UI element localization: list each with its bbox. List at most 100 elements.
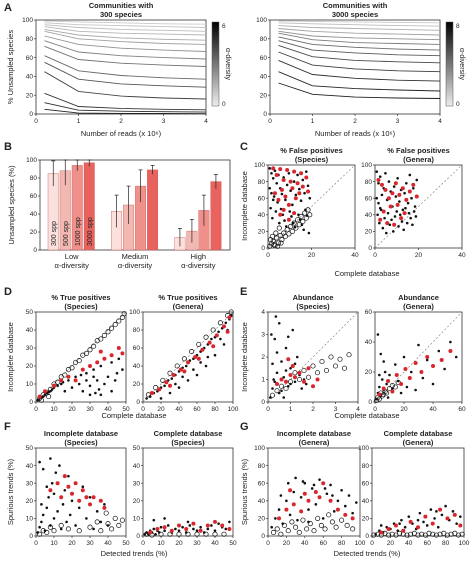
red-point <box>80 367 85 372</box>
black-point <box>163 517 166 520</box>
black-point <box>409 370 413 374</box>
red-point <box>88 364 92 368</box>
plot-frame <box>267 447 361 537</box>
open-point <box>112 322 118 328</box>
black-point <box>388 373 391 377</box>
x-tick-label: 20 <box>308 252 316 259</box>
black-point <box>376 333 380 336</box>
open-point <box>381 391 387 398</box>
red-point <box>425 355 430 359</box>
black-point <box>45 506 49 510</box>
red-point <box>66 374 71 379</box>
red-point <box>399 382 404 386</box>
open-point <box>278 240 284 246</box>
black-point <box>67 474 70 478</box>
open-point <box>203 531 209 537</box>
chart-subtitle: (Genera) <box>403 155 434 164</box>
red-point <box>66 484 71 489</box>
y-tick-label: 20 <box>365 369 373 376</box>
y-tick-label: 20 <box>26 498 34 505</box>
red-point <box>222 324 226 329</box>
red-point <box>439 358 444 362</box>
y-tick-label: 0 <box>261 533 265 540</box>
black-point <box>113 379 117 382</box>
black-point <box>435 510 438 513</box>
chart-subtitle: (Genera) <box>299 438 330 447</box>
black-point <box>49 524 52 527</box>
red-point <box>343 512 348 517</box>
x-tick-label: 60 <box>320 540 328 547</box>
black-point <box>336 499 340 503</box>
open-point <box>44 529 50 536</box>
open-point <box>322 526 328 532</box>
black-point <box>286 335 290 339</box>
red-point <box>150 391 154 395</box>
open-point <box>189 349 195 355</box>
x-tick-label: 40 <box>175 406 183 413</box>
black-point <box>54 471 58 474</box>
y-tick-label: 0 <box>368 399 372 406</box>
red-point <box>407 189 412 194</box>
x-tick-label: 0 <box>34 540 38 547</box>
black-point <box>425 358 429 362</box>
red-point <box>182 369 187 374</box>
open-point <box>83 350 89 356</box>
black-point <box>106 524 110 527</box>
plot-frame <box>39 159 231 251</box>
red-point <box>386 196 391 201</box>
black-point <box>159 525 163 529</box>
black-point <box>405 181 408 185</box>
black-point <box>278 221 281 225</box>
x-tick-label: 3 <box>396 118 400 125</box>
red-point <box>452 512 457 517</box>
black-point <box>65 520 68 524</box>
y-tick-label: 80 <box>30 175 38 182</box>
black-point <box>347 494 351 497</box>
black-point <box>294 193 298 197</box>
black-point <box>436 525 440 529</box>
x-tick-label: 0 <box>141 540 145 547</box>
black-point <box>275 351 279 354</box>
x-tick-label: 20 <box>283 540 291 547</box>
open-point <box>300 218 306 224</box>
y-tick-label: 0 <box>136 533 140 540</box>
x-tick-label: 10 <box>50 540 58 547</box>
black-point <box>284 369 288 372</box>
black-point <box>152 518 156 522</box>
y-tick-label: 60 <box>258 195 266 202</box>
chart-subtitle: 3000 species <box>332 10 378 19</box>
black-point <box>92 527 95 531</box>
open-point <box>314 370 321 376</box>
y-tick-label: 60 <box>26 55 34 62</box>
y-tick-label: 2 <box>261 354 265 361</box>
red-point <box>299 509 304 514</box>
black-point <box>274 210 278 213</box>
black-point <box>307 520 310 524</box>
black-point <box>204 364 208 368</box>
black-point <box>47 495 50 499</box>
black-point <box>323 487 327 490</box>
open-point <box>278 383 285 389</box>
red-point <box>385 221 390 226</box>
panel-label-b: B <box>4 141 12 153</box>
open-point <box>181 356 187 362</box>
red-point <box>220 523 225 528</box>
black-point <box>70 386 74 389</box>
open-point <box>109 325 115 331</box>
colorbar-label: α-diversity <box>224 48 231 81</box>
open-point <box>121 311 127 317</box>
black-point <box>404 206 407 210</box>
black-point <box>163 529 166 533</box>
open-point <box>419 531 425 537</box>
black-point <box>406 201 410 205</box>
black-point <box>85 379 88 382</box>
red-point <box>293 196 298 201</box>
series-line <box>44 55 207 80</box>
colorbar-min: 0 <box>222 101 226 108</box>
red-point <box>281 177 286 182</box>
black-point <box>459 515 462 518</box>
black-point <box>437 349 441 353</box>
black-point <box>292 180 296 183</box>
x-tick-label: 1 <box>289 406 293 413</box>
black-point <box>376 213 379 217</box>
